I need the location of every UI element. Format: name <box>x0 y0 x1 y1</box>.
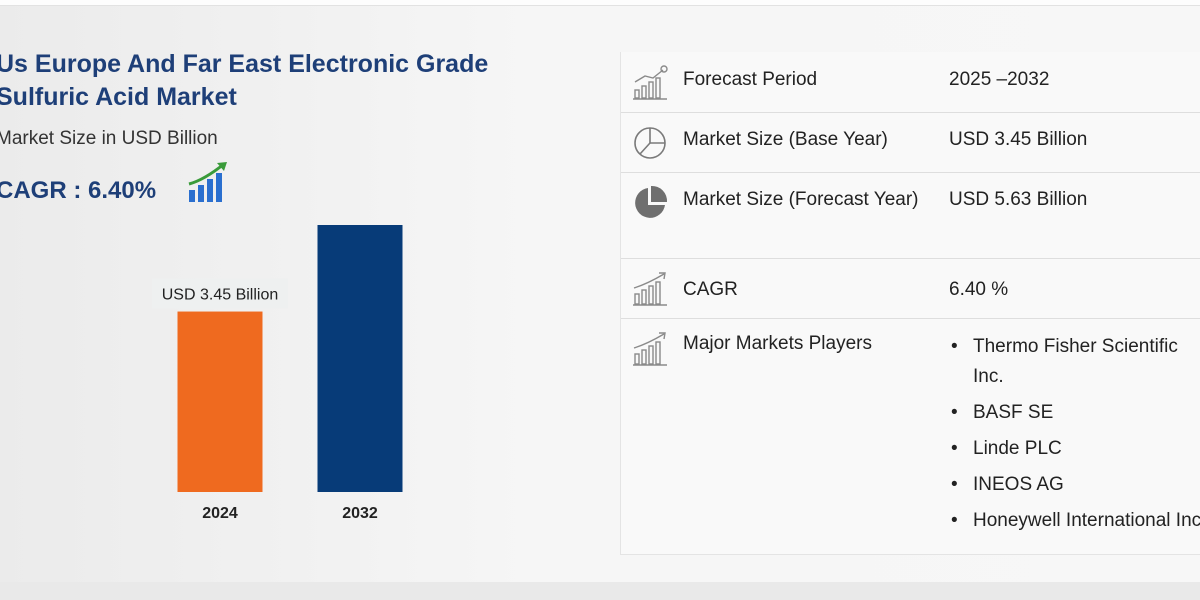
x-tick-label: 2032 <box>342 505 378 522</box>
row-label: Market Size (Forecast Year) <box>683 189 919 210</box>
x-tick-label: 2024 <box>202 505 238 522</box>
bar-2024 <box>177 311 263 492</box>
page-title: Us Europe And Far East Electronic Grade … <box>0 50 489 111</box>
row-label: Major Markets Players <box>683 333 872 354</box>
growth-chart-icon <box>633 272 667 306</box>
pie-chart-outline-icon <box>634 127 666 159</box>
table-row-forecast-period: Forecast Period 2025 –2032 <box>621 52 1200 113</box>
data-label: USD 3.45 Billion <box>162 287 279 304</box>
market-summary-table: Forecast Period 2025 –2032 Market Size (… <box>620 52 1200 555</box>
list-item: BASF SE <box>951 398 1200 428</box>
row-value: USD 5.63 Billion <box>949 189 1088 210</box>
market-size-bar-chart: USD 3.45 Billion2024USD 5.63 Billion2032 <box>152 225 403 522</box>
table-row-base-year: Market Size (Base Year) USD 3.45 Billion <box>621 112 1200 173</box>
table-row-cagr: CAGR 6.40 % <box>621 258 1200 319</box>
growth-chart-icon <box>633 332 667 366</box>
top-border <box>0 0 1200 6</box>
bottom-band <box>0 582 1200 600</box>
list-item: INEOS AG <box>951 470 1200 500</box>
pie-chart-filled-icon <box>635 185 668 218</box>
row-value: 6.40 % <box>949 279 1009 300</box>
chart-subtitle: Market Size in USD Billion <box>0 128 218 149</box>
row-label: Forecast Period <box>683 69 818 90</box>
bar-chart-growth-icon <box>633 65 668 100</box>
row-label: CAGR <box>683 279 738 300</box>
table-row-forecast-year: Market Size (Forecast Year) USD 5.63 Bil… <box>621 172 1200 259</box>
bar-2032 <box>317 225 403 492</box>
list-item: Linde PLC <box>951 434 1200 464</box>
row-value: USD 3.45 Billion <box>949 129 1088 150</box>
data-label-box <box>152 278 288 309</box>
list-item: Thermo Fisher Scientific Inc. <box>951 332 1200 392</box>
cagr-label: CAGR : 6.40% <box>0 177 157 204</box>
row-label: Market Size (Base Year) <box>683 129 888 150</box>
table-row-major-players: Major Markets Players Thermo Fisher Scie… <box>621 318 1200 554</box>
list-item: Honeywell International Inc. <box>951 506 1200 536</box>
growth-arrow-icon <box>188 162 227 202</box>
row-value: 2025 –2032 <box>949 69 1050 90</box>
players-list: Thermo Fisher Scientific Inc. BASF SE Li… <box>951 332 1200 542</box>
